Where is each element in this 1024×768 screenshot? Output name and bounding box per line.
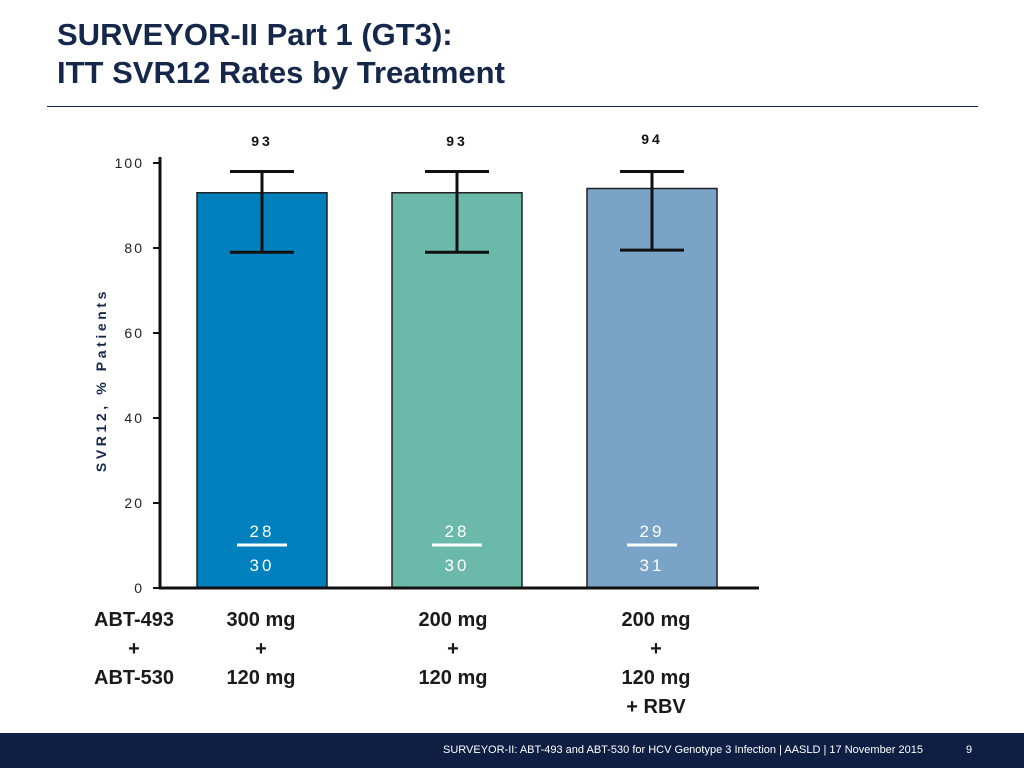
svr12-bar-chart: 0 20 40 60 80 100 93 28 30 93 28 30 94 29 31 <box>115 131 759 596</box>
y-tick-label-100: 100 <box>115 155 144 171</box>
value-label-1: 93 <box>251 133 273 149</box>
y-tick-label-0: 0 <box>134 580 144 596</box>
bar-3 <box>586 187 718 589</box>
y-tick-label-60: 60 <box>124 325 144 341</box>
value-label-3: 94 <box>641 131 663 147</box>
total-label-1: 30 <box>250 556 275 575</box>
title-line-1: SURVEYOR-II Part 1 (GT3): <box>57 17 453 52</box>
y-tick-label-40: 40 <box>124 410 144 426</box>
responders-label-1: 28 <box>250 522 275 541</box>
y-axis-title: SVR12, % Patients <box>93 287 109 473</box>
page-number: 9 <box>966 744 973 756</box>
footer-citation: SURVEYOR-II: ABT-493 and ABT-530 for HCV… <box>443 744 923 756</box>
bar-2 <box>391 192 523 589</box>
title-line-2: ITT SVR12 Rates by Treatment <box>57 55 505 90</box>
responders-label-3: 29 <box>640 522 665 541</box>
total-label-2: 30 <box>445 556 470 575</box>
total-label-3: 31 <box>640 556 665 575</box>
y-tick-label-20: 20 <box>124 495 144 511</box>
responders-label-2: 28 <box>445 522 470 541</box>
category-label-2: 200 mg + 120 mg <box>418 609 488 689</box>
row-header-label: ABT-493 + ABT-530 <box>94 609 175 689</box>
title-divider <box>47 106 978 107</box>
category-label-1: 300 mg + 120 mg <box>226 609 296 689</box>
footer-bar: SURVEYOR-II: ABT-493 and ABT-530 for HCV… <box>0 733 1024 768</box>
value-label-2: 93 <box>446 133 468 149</box>
y-tick-label-80: 80 <box>124 240 144 256</box>
category-label-3: 200 mg + 120 mg + RBV <box>621 609 691 718</box>
slide-title: SURVEYOR-II Part 1 (GT3): ITT SVR12 Rate… <box>57 16 505 92</box>
